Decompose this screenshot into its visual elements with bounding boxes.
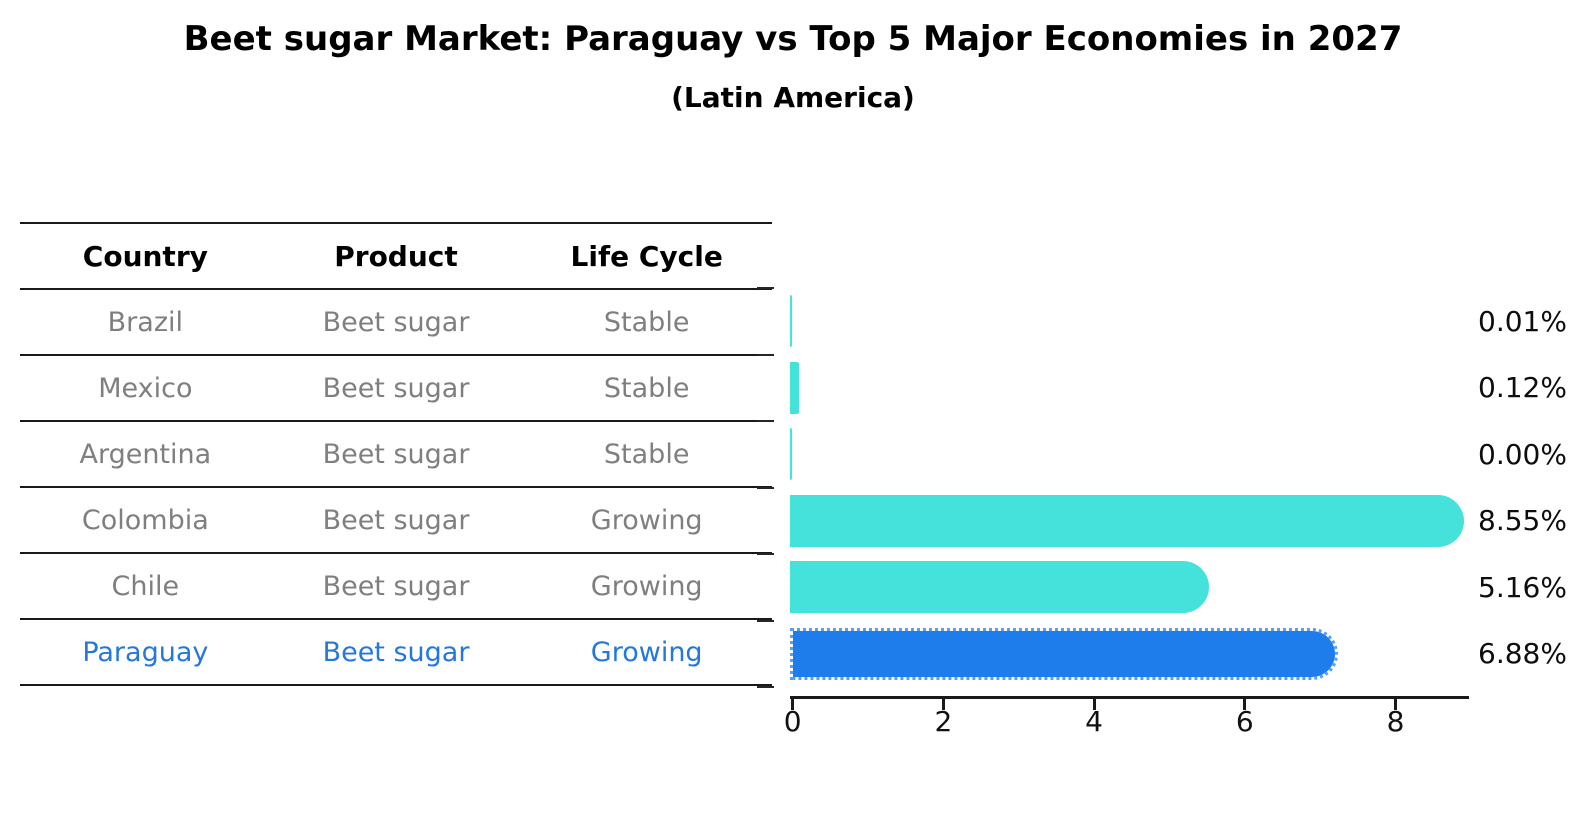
x-tick-label: 2: [934, 705, 953, 738]
x-tick: [791, 699, 795, 710]
x-tick: [1243, 699, 1247, 710]
cell-product: Beet sugar: [322, 438, 470, 470]
bar-brazil: [790, 295, 792, 348]
cell-product: Beet sugar: [322, 306, 470, 338]
chart-title: Beet sugar Market: Paraguay vs Top 5 Maj…: [183, 19, 1403, 59]
cell-product: Beet sugar: [322, 504, 470, 536]
table-row: Paraguay Beet sugar Growing: [20, 620, 772, 686]
bar-mexico: [790, 361, 800, 414]
bar-colombia: [790, 494, 1465, 547]
value-label: 6.88%: [1478, 637, 1567, 671]
bar-plot: [790, 288, 1468, 688]
value-label: 8.55%: [1478, 504, 1567, 538]
y-tick: [757, 619, 774, 622]
bar-paraguay: [790, 627, 1339, 680]
cell-lifecycle: Growing: [590, 570, 703, 602]
cell-country: Colombia: [81, 504, 209, 536]
table-row: Mexico Beet sugar Stable: [20, 356, 772, 422]
value-label: 0.00%: [1478, 437, 1567, 471]
cell-lifecycle: Growing: [590, 504, 703, 536]
cell-lifecycle: Growing: [590, 636, 703, 668]
table-header-row: Country Product Life Cycle: [20, 224, 772, 290]
bar-argentina: [790, 428, 792, 481]
x-tick: [1394, 699, 1397, 710]
y-tick: [757, 353, 774, 356]
header-lifecycle: Life Cycle: [570, 239, 723, 273]
x-tick-label: 4: [1085, 705, 1103, 738]
cell-product: Beet sugar: [322, 570, 470, 602]
country-table: Country Product Life Cycle Brazil Beet su…: [20, 222, 772, 686]
cell-product: Beet sugar: [322, 372, 470, 404]
x-tick-label: 8: [1386, 705, 1405, 738]
table-body: Brazil Beet sugar Stable Mexico Beet sugar St…: [20, 290, 772, 686]
cell-product: Beet sugar: [322, 636, 470, 668]
cell-country: Brazil: [107, 306, 184, 338]
y-tick: [757, 686, 774, 688]
header-product: Product: [334, 239, 458, 273]
bar-chile: [790, 561, 1209, 614]
y-tick: [757, 553, 774, 555]
cell-country: Paraguay: [82, 636, 209, 668]
table-row: Chile Beet sugar Growing: [20, 554, 772, 620]
value-label: 5.16%: [1478, 570, 1567, 604]
cell-lifecycle: Stable: [603, 372, 690, 404]
header-country: Country: [82, 239, 208, 273]
table-row: Brazil Beet sugar Stable: [20, 290, 772, 356]
cell-lifecycle: Stable: [603, 438, 690, 470]
cell-country: Chile: [111, 570, 180, 602]
cell-country: Mexico: [98, 372, 193, 404]
cell-country: Argentina: [79, 438, 212, 470]
x-tick: [1092, 699, 1096, 710]
y-tick: [757, 287, 774, 289]
x-tick-label: 6: [1235, 705, 1254, 738]
cell-lifecycle: Stable: [603, 306, 690, 338]
table-row: Argentina Beet sugar Stable: [20, 422, 772, 488]
value-label: 0.12%: [1478, 371, 1567, 405]
value-label: 0.01%: [1478, 304, 1567, 338]
x-tick-label: 0: [783, 705, 802, 738]
y-tick: [757, 486, 774, 489]
table-row: Colombia Beet sugar Growing: [20, 488, 772, 554]
x-tick: [941, 699, 945, 710]
x-axis-line: [790, 696, 1469, 699]
y-tick: [757, 420, 774, 422]
chart-subtitle: (Latin America): [671, 81, 915, 114]
